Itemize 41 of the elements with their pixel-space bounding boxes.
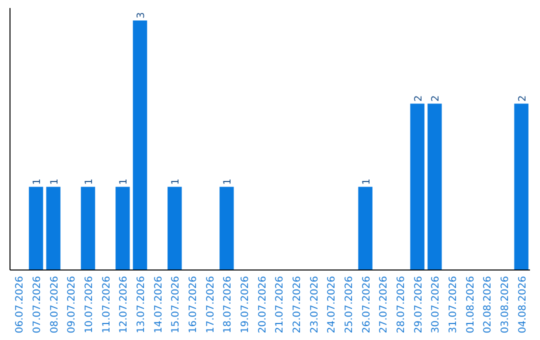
x-tick-label: 16.07.2026 [188, 276, 199, 334]
x-tick-label: 29.07.2026 [413, 276, 424, 334]
data-label: 1 [170, 178, 182, 185]
x-tick-label: 01.08.2026 [465, 276, 476, 334]
x-tick-label: 04.08.2026 [517, 276, 528, 334]
data-label: 1 [222, 178, 234, 185]
data-label: 3 [136, 12, 147, 18]
data-label: 1 [32, 178, 43, 185]
data-label: 2 [517, 95, 528, 102]
x-tick-label: 22.07.2026 [292, 276, 303, 334]
x-tick-label: 02.08.2026 [482, 276, 494, 334]
x-tick-label: 12.07.2026 [118, 276, 130, 334]
data-label: 1 [84, 178, 95, 185]
x-tick-label: 13.07.2026 [136, 276, 147, 334]
x-tick-label: 30.07.2026 [430, 276, 442, 334]
x-tick-label: 25.07.2026 [344, 276, 355, 334]
x-tick-label: 26.07.2026 [361, 276, 372, 334]
data-label: 1 [49, 178, 60, 185]
x-tick-label: 06.07.2026 [14, 276, 26, 334]
x-tick-label: 27.07.2026 [378, 276, 390, 334]
data-label: 2 [430, 95, 442, 102]
data-label: 1 [118, 178, 130, 185]
x-tick-label: 24.07.2026 [326, 276, 338, 334]
x-tick-label: 08.07.2026 [49, 276, 60, 334]
x-tick-label: 19.07.2026 [240, 276, 251, 334]
x-tick-label: 10.07.2026 [84, 276, 95, 334]
x-tick-label: 07.07.2026 [32, 276, 43, 334]
x-tick-label: 18.07.2026 [222, 276, 234, 334]
x-tick-label: 28.07.2026 [396, 276, 407, 334]
x-tick-label: 09.07.2026 [66, 276, 78, 334]
x-tick-label: 23.07.2026 [309, 276, 320, 334]
x-tick-label: 20.07.2026 [257, 276, 268, 334]
x-tick-label: 14.07.2026 [153, 276, 164, 334]
x-tick-label: 17.07.2026 [205, 276, 216, 334]
x-tick-label: 15.07.2026 [170, 276, 182, 334]
x-tick-label: 21.07.2026 [274, 276, 286, 334]
data-label: 1 [361, 178, 372, 185]
x-tick-label: 31.07.2026 [448, 276, 459, 334]
x-tick-label: 11.07.2026 [101, 276, 112, 334]
data-label: 2 [413, 95, 424, 102]
x-tick-label: 03.08.2026 [500, 276, 511, 334]
